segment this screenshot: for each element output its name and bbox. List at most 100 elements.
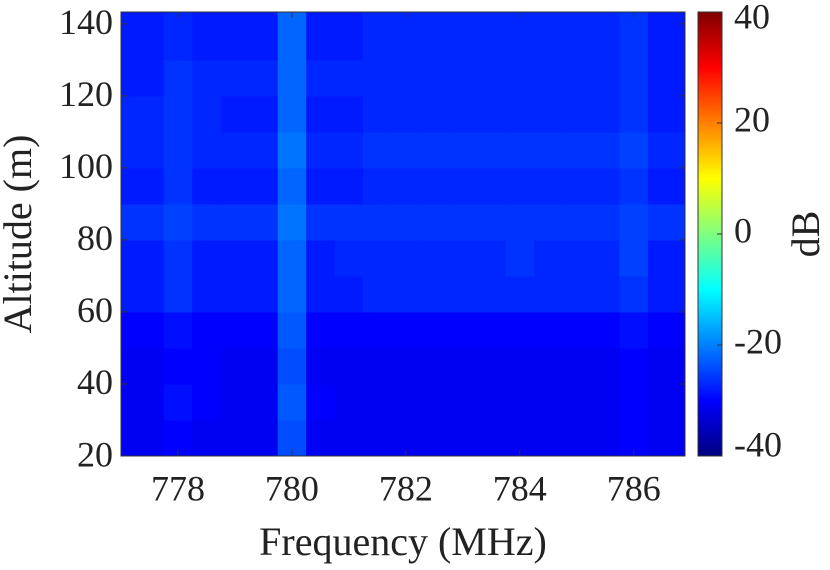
- heatmap-cell: [391, 347, 421, 385]
- heatmap-cell: [391, 167, 421, 205]
- heatmap-cell: [534, 95, 564, 133]
- heatmap-cell: [220, 383, 250, 421]
- heatmap-cell: [534, 419, 564, 457]
- heatmap-cell: [448, 383, 478, 421]
- heatmap-cell: [334, 95, 364, 133]
- heatmap-cell: [420, 203, 450, 241]
- heatmap-cell: [420, 419, 450, 457]
- heatmap-cell: [192, 419, 222, 457]
- heatmap-cell: [334, 419, 364, 457]
- heatmap-cell: [249, 131, 279, 169]
- heatmap-cell: [391, 131, 421, 169]
- heatmap-cell: [363, 131, 393, 169]
- heatmap-cell: [277, 239, 307, 277]
- heatmap-cell: [619, 59, 649, 97]
- heatmap-cell: [220, 59, 250, 97]
- x-tick-label: 782: [379, 468, 433, 508]
- heatmap-cell: [647, 311, 686, 349]
- heatmap-cell: [391, 311, 421, 349]
- heatmap-cell: [220, 167, 250, 205]
- heatmap-cell: [220, 419, 250, 457]
- heatmap-cell: [448, 239, 478, 277]
- x-tick-label: 786: [607, 468, 661, 508]
- heatmap-cell: [477, 203, 507, 241]
- heatmap-cell: [121, 59, 136, 97]
- heatmap-cell: [135, 239, 165, 277]
- x-tick-label: 780: [265, 468, 319, 508]
- heatmap-cell: [192, 383, 222, 421]
- heatmap-cell: [448, 167, 478, 205]
- heatmap-cell: [448, 59, 478, 97]
- heatmap-cell: [121, 167, 136, 205]
- heatmap-cell: [163, 203, 193, 241]
- heatmap-cell: [334, 203, 364, 241]
- heatmap-cell: [505, 383, 535, 421]
- heatmap-cell: [163, 383, 193, 421]
- heatmap-cell: [448, 95, 478, 133]
- heatmap-cell: [220, 95, 250, 133]
- heatmap-cell: [163, 12, 193, 61]
- heatmap-cell: [619, 203, 649, 241]
- heatmap-cell: [562, 95, 592, 133]
- heatmap-cell: [306, 95, 336, 133]
- heatmap-cell: [477, 347, 507, 385]
- y-tick-label: 140: [59, 2, 113, 42]
- heatmap-cell: [534, 203, 564, 241]
- heatmap-cell: [121, 275, 136, 313]
- heatmap-cell: [334, 59, 364, 97]
- heatmap-cell: [591, 131, 620, 169]
- heatmap-cell: [135, 311, 165, 349]
- heatmap-cell: [277, 95, 307, 133]
- heatmap-cell: [619, 275, 649, 313]
- heatmap-cell: [591, 239, 620, 277]
- heatmap-cell: [334, 275, 364, 313]
- heatmap-cell: [505, 167, 535, 205]
- colorbar-label: dB: [783, 211, 828, 258]
- heatmap-cell: [135, 59, 165, 97]
- heatmap-cell: [420, 95, 450, 133]
- heatmap-cell: [163, 347, 193, 385]
- heatmap-cell: [562, 383, 592, 421]
- heatmap-cell: [135, 131, 165, 169]
- heatmap-cell: [220, 131, 250, 169]
- heatmap-cell: [363, 311, 393, 349]
- heatmap-cell: [277, 59, 307, 97]
- heatmap-cell: [135, 383, 165, 421]
- heatmap-cell: [363, 275, 393, 313]
- heatmap-cell: [420, 275, 450, 313]
- heatmap-cell: [121, 12, 136, 61]
- heatmap-cell: [647, 419, 686, 457]
- x-tick-label: 778: [151, 468, 205, 508]
- heatmap-cell: [448, 131, 478, 169]
- heatmap-cell: [591, 419, 620, 457]
- heatmap-cell: [163, 167, 193, 205]
- heatmap-cell: [135, 347, 165, 385]
- heatmap-cell: [363, 167, 393, 205]
- heatmap-cell: [505, 95, 535, 133]
- heatmap-cell: [135, 203, 165, 241]
- heatmap-cell: [562, 239, 592, 277]
- heatmap-cell: [249, 419, 279, 457]
- colorbar-tick-label: 20: [734, 99, 770, 139]
- heatmap-cell: [121, 311, 136, 349]
- heatmap-cell: [534, 12, 564, 61]
- heatmap-cell: [477, 311, 507, 349]
- colorbar-tick-label: -40: [734, 424, 782, 464]
- heatmap-cell: [306, 12, 336, 61]
- heatmap-cell: [192, 95, 222, 133]
- heatmap-cell: [334, 347, 364, 385]
- heatmap-cell: [505, 131, 535, 169]
- heatmap-cell: [192, 239, 222, 277]
- heatmap-cell: [505, 203, 535, 241]
- y-tick-label: 100: [59, 146, 113, 186]
- y-tick-label: 120: [59, 74, 113, 114]
- heatmap-cell: [334, 383, 364, 421]
- heatmap-cell: [619, 311, 649, 349]
- heatmap-cell: [220, 347, 250, 385]
- heatmap-cell: [249, 12, 279, 61]
- heatmap-cell: [534, 167, 564, 205]
- heatmap-cell: [121, 95, 136, 133]
- heatmap-cell: [363, 203, 393, 241]
- heatmap-cell: [562, 347, 592, 385]
